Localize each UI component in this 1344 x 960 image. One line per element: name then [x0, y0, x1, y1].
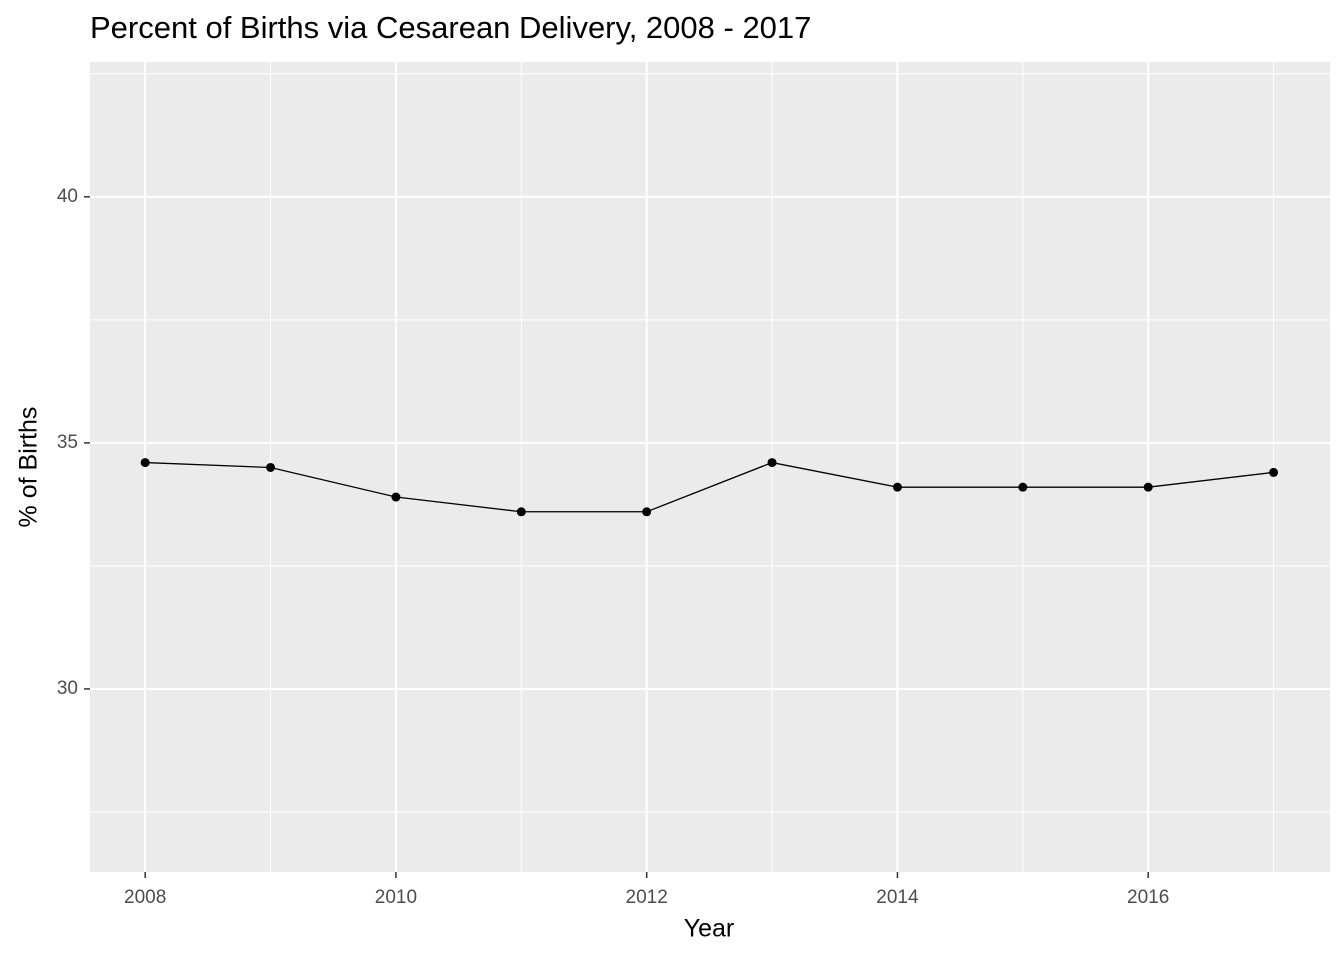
chart-title: Percent of Births via Cesarean Delivery,… — [90, 10, 811, 45]
x-tick-label: 2012 — [626, 887, 668, 908]
x-tick-label: 2008 — [124, 887, 166, 908]
point — [516, 507, 526, 517]
y-tick-label: 40 — [57, 186, 78, 207]
point — [642, 507, 652, 517]
point — [1143, 482, 1153, 492]
point — [140, 458, 150, 468]
x-tick-label: 2010 — [375, 887, 417, 908]
x-axis-title: Year — [684, 915, 735, 943]
x-tick-label: 2016 — [1127, 887, 1169, 908]
line — [145, 461, 1274, 513]
x-tick-label: 2014 — [876, 887, 919, 908]
panel — [90, 62, 1330, 872]
point — [1269, 467, 1279, 477]
point — [892, 482, 902, 492]
point — [1018, 482, 1028, 492]
y-tick-label: 30 — [57, 678, 78, 699]
point — [767, 458, 777, 468]
point — [266, 462, 276, 472]
y-tick-label: 35 — [57, 432, 78, 453]
y-axis-title: % of Births — [15, 407, 43, 528]
point — [391, 492, 401, 502]
